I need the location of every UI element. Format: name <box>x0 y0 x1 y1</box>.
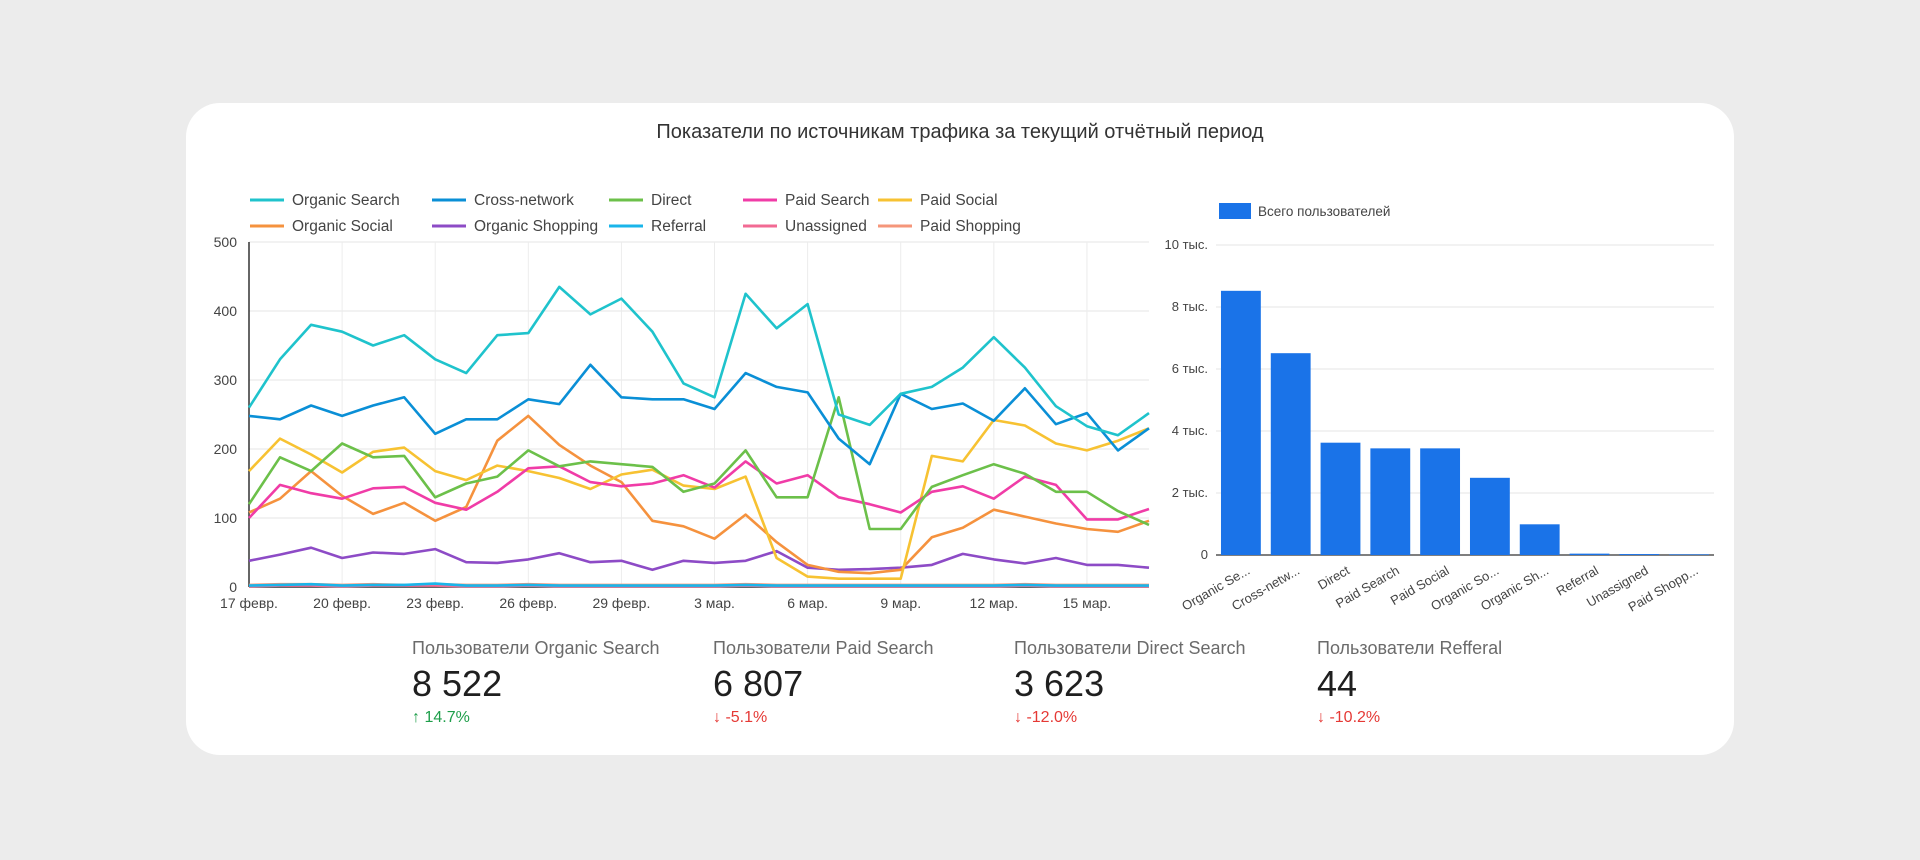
line-chart-y-tick-label: 0 <box>229 579 237 595</box>
arrow-down-icon: ↓ <box>1317 709 1325 726</box>
bar-chart-y-tick-label: 6 тыс. <box>1172 361 1208 376</box>
arrow-down-icon: ↓ <box>1014 709 1022 726</box>
line-series-cross-network <box>248 363 1150 466</box>
kpi-referral: Пользователи Refferal 44 ↓ -10.2% <box>1317 638 1502 727</box>
legend-entry-label: Paid Social <box>920 192 998 209</box>
line-series-referral <box>248 582 1149 587</box>
kpi-change: ↓ -5.1% <box>713 709 934 727</box>
line-chart-y-tick-label: 200 <box>214 441 238 457</box>
line-chart-y-tick-label: 400 <box>214 303 238 319</box>
dashboard-card: Показатели по источникам трафика за теку… <box>186 103 1734 755</box>
bar-chart-category-label: Direct <box>1315 562 1352 592</box>
bar-legend-label: Всего пользователей <box>1258 204 1390 219</box>
kpi-value: 44 <box>1317 663 1358 704</box>
line-chart-x-tick-label: 9 мар. <box>880 595 921 611</box>
legend-entry-label: Organic Shopping <box>474 218 598 235</box>
line-chart-x-tick-label: 6 мар. <box>787 595 828 611</box>
line-series-paid-social <box>248 418 1150 581</box>
bar <box>1519 524 1560 555</box>
kpi-value: 3 623 <box>1014 663 1105 704</box>
line-series-direct <box>247 395 1150 531</box>
line-chart-x-tick-label: 20 февр. <box>313 595 371 611</box>
legend-entry-label: Cross-network <box>474 192 574 209</box>
legend-entry-label: Unassigned <box>785 218 867 235</box>
bar <box>1469 477 1510 555</box>
bar <box>1320 442 1361 555</box>
line-chart-y-tick-label: 100 <box>214 510 238 526</box>
kpi-change: ↓ -10.2% <box>1317 709 1502 727</box>
bar <box>1420 448 1461 555</box>
bar-chart-y-tick-label: 10 тыс. <box>1165 237 1208 252</box>
kpi-change-value: -10.2% <box>1329 709 1381 726</box>
legend-entry-label: Organic Social <box>292 218 393 235</box>
kpi-direct-search: Пользователи Direct Search 3 623 ↓ -12.0… <box>1014 638 1246 727</box>
line-series-paid-search <box>248 460 1150 521</box>
kpi-label: Пользователи Direct Search <box>1014 638 1246 658</box>
line-chart-y-tick-label: 300 <box>214 372 238 388</box>
kpi-value: 6 807 <box>713 663 804 704</box>
line-series-organic-social <box>248 414 1150 575</box>
line-chart-y-tick-label: 500 <box>214 234 238 250</box>
kpi-label: Пользователи Refferal <box>1317 638 1503 658</box>
bar <box>1270 353 1311 555</box>
bar-chart-y-tick-label: 8 тыс. <box>1172 299 1208 314</box>
kpi-value: 8 522 <box>412 663 503 704</box>
bar <box>1619 554 1660 555</box>
bar-chart-y-tick-label: 2 тыс. <box>1172 485 1208 500</box>
line-chart-x-tick-label: 3 мар. <box>694 595 735 611</box>
legend-entry-label: Paid Shopping <box>920 218 1021 235</box>
line-chart-x-tick-label: 12 мар. <box>970 595 1019 611</box>
line-series-organic-search <box>247 285 1150 437</box>
line-chart-x-tick-label: 17 февр. <box>220 595 278 611</box>
bar <box>1370 448 1411 555</box>
bar <box>1220 290 1261 555</box>
line-chart-x-tick-label: 26 февр. <box>499 595 557 611</box>
kpi-change: ↑ 14.7% <box>412 709 660 727</box>
kpi-change-value: -5.1% <box>725 709 768 726</box>
bar <box>1569 553 1610 555</box>
line-chart-x-tick-label: 15 мар. <box>1063 595 1112 611</box>
kpi-label: Пользователи Paid Search <box>713 638 934 658</box>
legend-entry-label: Paid Search <box>785 192 869 209</box>
bar-legend-swatch <box>1219 203 1251 219</box>
bar-chart-y-tick-label: 4 тыс. <box>1172 423 1208 438</box>
kpi-paid-search: Пользователи Paid Search 6 807 ↓ -5.1% <box>713 638 934 727</box>
arrow-up-icon: ↑ <box>412 709 420 726</box>
kpi-label: Пользователи Organic Search <box>412 638 660 658</box>
legend-entry-label: Referral <box>651 218 706 235</box>
line-chart-x-tick-label: 23 февр. <box>406 595 464 611</box>
kpi-organic-search: Пользователи Organic Search 8 522 ↑ 14.7… <box>412 638 660 727</box>
kpi-change: ↓ -12.0% <box>1014 709 1246 727</box>
line-chart: 0 100 200 300 400 500 17 февр. 20 февр. 23 февр.… <box>214 192 1714 615</box>
arrow-down-icon: ↓ <box>713 709 721 726</box>
legend-entry-label: Direct <box>651 192 692 209</box>
line-chart-x-tick-label: 29 февр. <box>592 595 650 611</box>
bar <box>1669 554 1710 555</box>
page-title: Показатели по источникам трафика за теку… <box>656 121 1264 143</box>
kpi-change-value: -12.0% <box>1026 709 1078 726</box>
bar-chart-y-tick-label: 0 <box>1201 547 1208 562</box>
line-series-organic-shopping <box>248 546 1150 572</box>
legend-entry-label: Organic Search <box>292 192 400 209</box>
kpi-change-value: 14.7% <box>424 709 470 726</box>
